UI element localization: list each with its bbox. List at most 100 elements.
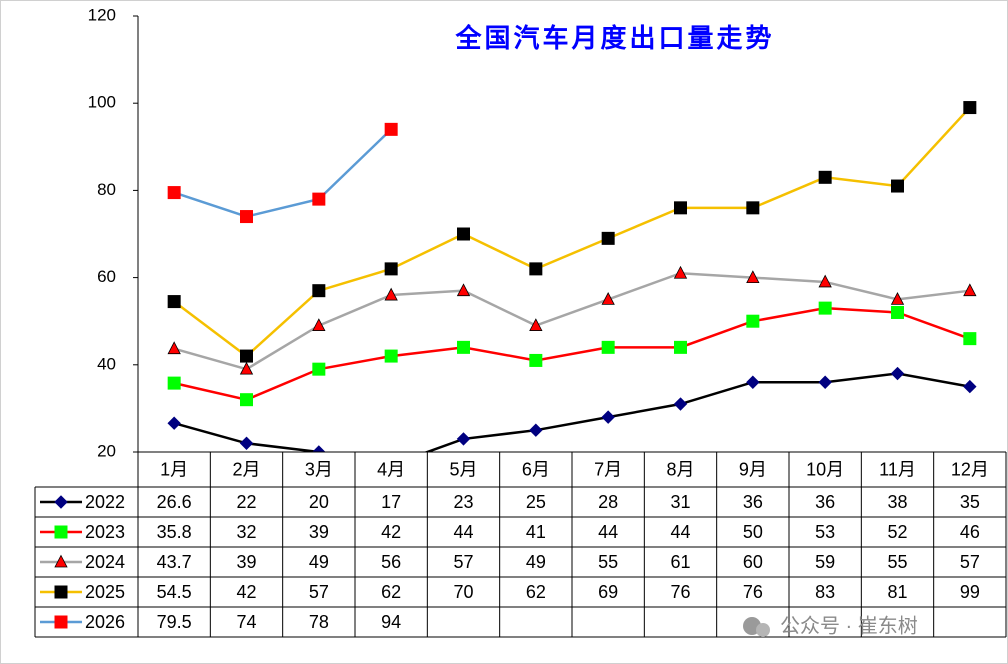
marker — [312, 445, 326, 452]
marker — [457, 227, 470, 241]
table-cell: 50 — [743, 522, 763, 542]
marker — [240, 393, 253, 407]
table-cell: 57 — [453, 552, 473, 572]
table-cell: 76 — [670, 582, 690, 602]
marker — [54, 495, 68, 509]
marker — [312, 192, 326, 206]
table-cell: 55 — [598, 552, 618, 572]
table-cell: 25 — [526, 492, 546, 512]
table-cell: 42 — [236, 582, 256, 602]
table-cell: 35 — [960, 492, 980, 512]
series-line — [173, 306, 971, 401]
y-tick-label: 120 — [88, 5, 116, 24]
marker — [818, 301, 832, 315]
chart-title: 全国汽车月度出口量走势 — [454, 23, 774, 54]
marker — [890, 366, 905, 381]
marker — [746, 314, 760, 328]
table-cell: 56 — [381, 552, 401, 572]
table-cell: 57 — [960, 552, 980, 572]
table-cell: 22 — [236, 492, 256, 512]
marker — [601, 292, 615, 305]
table-cell: 44 — [453, 522, 473, 542]
marker — [384, 262, 398, 276]
table-cell: 79.5 — [157, 612, 192, 632]
y-tick-label: 40 — [97, 354, 116, 373]
legend-label: 2022 — [85, 492, 125, 512]
marker — [674, 340, 687, 354]
marker — [54, 585, 68, 599]
table-cell: 23 — [453, 492, 473, 512]
marker — [818, 274, 832, 288]
table-cell: 49 — [526, 552, 546, 572]
y-tick-label: 20 — [97, 441, 116, 460]
marker — [673, 265, 688, 279]
marker — [384, 122, 398, 136]
table-cell: 62 — [526, 582, 546, 602]
table-cell: 17 — [381, 492, 401, 512]
table-cell: 55 — [887, 552, 907, 572]
marker — [818, 375, 832, 389]
legend-label: 2023 — [85, 522, 125, 542]
table-cell: 46 — [960, 522, 980, 542]
table-cell: 74 — [236, 612, 256, 632]
marker — [456, 432, 471, 446]
table-cell: 62 — [381, 582, 401, 602]
table-cell: 38 — [887, 492, 907, 512]
table-cell: 83 — [815, 582, 835, 602]
table-cell: 42 — [381, 522, 401, 542]
legend-label: 2025 — [85, 582, 125, 602]
series-line — [173, 271, 970, 371]
marker — [456, 283, 471, 297]
marker — [674, 201, 687, 215]
marker — [601, 231, 615, 245]
table-cell: 60 — [743, 552, 763, 572]
table-cell: 94 — [381, 612, 401, 632]
table-cell: 78 — [309, 612, 329, 632]
table-cell: 43.7 — [157, 552, 192, 572]
marker — [384, 349, 398, 363]
watermark: 公众号 · 崔东树 — [780, 614, 918, 637]
y-tick-label: 80 — [97, 180, 116, 199]
legend-label: 2026 — [85, 612, 125, 632]
marker — [529, 353, 543, 367]
series-line — [173, 372, 971, 452]
table-cell: 52 — [887, 522, 907, 542]
x-tick-label: 1月 — [160, 459, 188, 479]
marker — [312, 362, 326, 376]
table-cell: 31 — [670, 492, 690, 512]
watermark-icon — [756, 623, 770, 637]
marker — [601, 410, 615, 424]
marker — [529, 318, 543, 331]
marker — [54, 525, 68, 539]
y-tick-label: 60 — [97, 267, 116, 286]
marker — [167, 186, 181, 200]
table-cell: 53 — [815, 522, 835, 542]
marker — [601, 340, 615, 354]
marker — [529, 262, 543, 276]
marker — [54, 615, 68, 629]
table-cell: 61 — [670, 552, 690, 572]
marker — [746, 270, 760, 283]
legend-label: 2024 — [85, 552, 125, 572]
table-cell: 20 — [309, 492, 329, 512]
series-line — [173, 106, 971, 358]
table-cell: 39 — [309, 522, 329, 542]
marker — [312, 284, 326, 298]
marker — [457, 340, 470, 354]
x-tick-label: 9月 — [739, 459, 767, 479]
x-tick-label: 7月 — [594, 459, 622, 479]
table-cell: 99 — [960, 582, 980, 602]
x-tick-label: 10月 — [806, 459, 844, 479]
series-line — [173, 128, 393, 218]
marker — [239, 361, 254, 375]
table-cell: 54.5 — [157, 582, 192, 602]
marker — [746, 201, 760, 215]
table-cell: 26.6 — [157, 492, 192, 512]
table-cell: 81 — [887, 582, 907, 602]
marker — [818, 170, 832, 184]
marker — [54, 554, 68, 568]
table-cell: 49 — [309, 552, 329, 572]
table-cell: 41 — [526, 522, 546, 542]
table-cell: 57 — [309, 582, 329, 602]
